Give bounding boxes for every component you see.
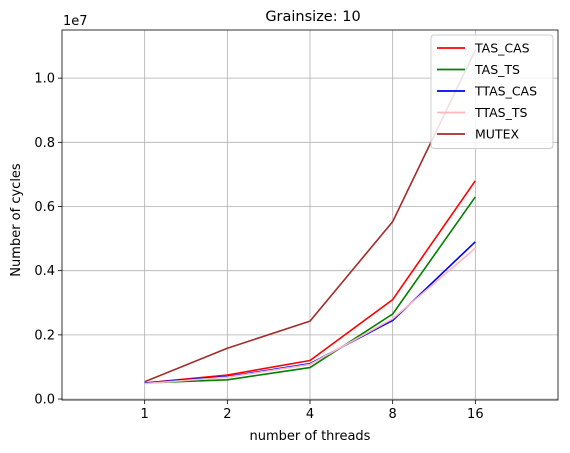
series-line-tas-cas bbox=[144, 180, 476, 384]
y-tick-label: 0.8 bbox=[34, 136, 55, 151]
tick-marks: 1 2 4 8 16 0.0 0.2 0.4 0.6 0.8 1.0 bbox=[34, 72, 483, 422]
y-scale-label: 1e7 bbox=[63, 14, 88, 29]
legend: TAS_CAS TAS_TS TTAS_CAS TTAS_TS MUTEX bbox=[430, 34, 554, 149]
x-tick-label: 2 bbox=[223, 407, 231, 422]
chart-title: Grainsize: 10 bbox=[265, 9, 360, 25]
x-tick-label: 1 bbox=[141, 407, 149, 422]
x-tick-label: 8 bbox=[389, 407, 397, 422]
legend-label: TTAS_CAS bbox=[474, 84, 537, 99]
y-tick-label: 0.6 bbox=[34, 200, 55, 215]
y-axis-title: Number of cycles bbox=[9, 163, 24, 277]
y-tick-label: 0.2 bbox=[34, 328, 55, 343]
legend-label: MUTEX bbox=[475, 127, 519, 142]
x-tick-label: 4 bbox=[306, 407, 314, 422]
y-tick-label: 0.0 bbox=[34, 393, 55, 408]
legend-label: TAS_CAS bbox=[474, 41, 530, 56]
series-line-ttas-ts bbox=[144, 247, 476, 385]
y-tick-label: 0.4 bbox=[34, 264, 55, 279]
legend-box bbox=[430, 34, 554, 149]
series-lines bbox=[144, 49, 477, 385]
series-line-tas-ts bbox=[144, 196, 476, 384]
x-axis-title: number of threads bbox=[250, 429, 371, 444]
series-line-mutex bbox=[144, 49, 477, 383]
legend-label: TTAS_TS bbox=[474, 105, 527, 120]
legend-label: TAS_TS bbox=[474, 62, 520, 77]
y-tick-label: 1.0 bbox=[34, 72, 55, 87]
x-tick-label: 16 bbox=[467, 407, 484, 422]
